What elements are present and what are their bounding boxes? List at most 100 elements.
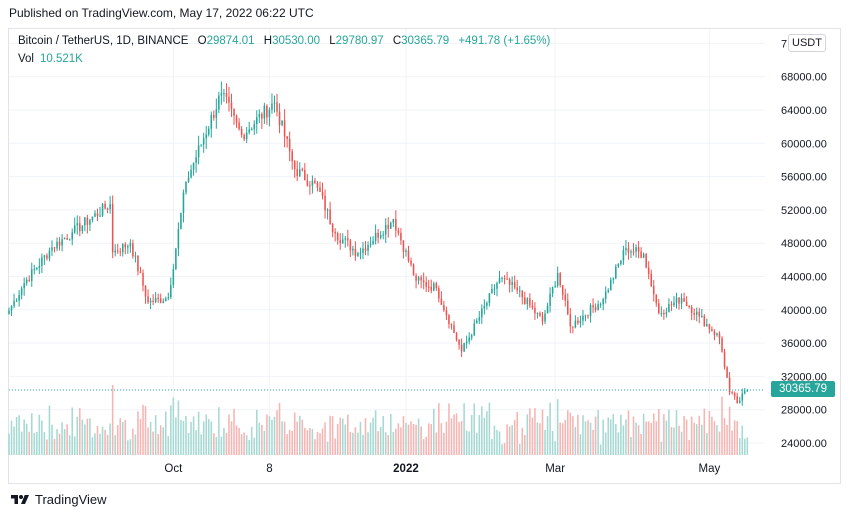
candle-body — [167, 297, 170, 299]
volume-bar — [331, 416, 334, 455]
candle-body — [470, 335, 473, 338]
candle-body — [392, 219, 395, 223]
volume-bar — [81, 419, 84, 455]
candle-body — [498, 278, 501, 284]
volume-bar — [200, 434, 202, 455]
volume-bar — [486, 411, 488, 455]
volume-bar — [564, 419, 567, 455]
candle-body — [175, 248, 177, 270]
candle-body — [61, 239, 63, 246]
volume-bar — [18, 415, 20, 455]
volume-bar — [503, 443, 506, 455]
candle-body — [602, 298, 604, 305]
candle-body — [427, 286, 430, 288]
candle-body — [238, 122, 240, 129]
volume-value: 10.521K — [40, 53, 83, 65]
ohlc-legend: Bitcoin / TetherUS, 1D, BINANCE O29874.0… — [18, 35, 550, 47]
volume-bar — [228, 414, 230, 455]
candle-body — [195, 157, 197, 163]
volume-bar — [513, 419, 516, 455]
candle-body — [339, 240, 342, 244]
candle-body — [283, 120, 286, 137]
candle-body — [597, 304, 599, 310]
candle-body — [645, 254, 647, 268]
currency-button[interactable]: USDT — [788, 34, 826, 52]
volume-bar — [167, 436, 170, 455]
candle-body — [18, 294, 20, 301]
candle-body — [347, 238, 349, 241]
candle-body — [430, 286, 433, 291]
candle-body — [521, 290, 524, 298]
candle-body — [172, 269, 175, 285]
candle-body — [443, 304, 445, 311]
candle-body — [364, 248, 367, 251]
candle-body — [129, 243, 132, 247]
volume-bar — [132, 428, 134, 455]
candle-body — [438, 288, 440, 299]
candle-body — [367, 245, 369, 251]
candle-body — [604, 291, 607, 299]
candle-body — [316, 182, 319, 188]
volume-bar — [321, 428, 324, 455]
candle-body — [395, 219, 397, 231]
candle-body — [58, 241, 61, 246]
volume-bar — [663, 414, 665, 455]
candle-body — [111, 204, 114, 253]
volume-bar — [647, 421, 650, 455]
volume-bar — [253, 437, 256, 455]
candle-body — [192, 162, 195, 170]
volume-bar — [286, 434, 288, 455]
volume-bar — [180, 419, 182, 455]
volume-bar — [164, 411, 167, 455]
volume-bar — [53, 438, 56, 455]
volume-bar — [377, 431, 379, 455]
candle-body — [334, 232, 336, 234]
candle-body — [741, 393, 744, 401]
candle-body — [511, 282, 513, 285]
volume-bar — [508, 426, 511, 455]
candle-body — [374, 232, 377, 241]
candle-body — [407, 250, 410, 261]
candle-body — [566, 300, 569, 315]
candle-body — [402, 240, 405, 252]
candle-body — [688, 306, 690, 308]
volume-bar — [36, 431, 38, 455]
candle-body — [296, 169, 299, 177]
candle-body — [680, 298, 683, 304]
volume-bar — [99, 433, 101, 455]
volume-bar — [225, 432, 228, 455]
candle-body — [336, 233, 339, 241]
volume-bar — [374, 410, 377, 455]
candle-body — [551, 287, 554, 294]
volume-bar — [536, 422, 539, 455]
candle-body — [134, 255, 137, 257]
high-value: 30530.00 — [272, 35, 321, 47]
candle-body — [468, 337, 470, 342]
volume-bar — [733, 420, 736, 455]
candle-body — [63, 238, 66, 240]
candle-body — [379, 235, 382, 238]
y-tick-label: 7 — [781, 38, 787, 50]
candle-body — [43, 255, 46, 258]
volume-bar — [121, 421, 124, 455]
volume-bar — [544, 429, 546, 455]
y-tick-label: 48000.00 — [781, 238, 827, 250]
volume-bar — [559, 422, 561, 455]
candle-body — [678, 297, 680, 304]
volume-bar — [405, 422, 407, 455]
candle-body — [693, 312, 695, 315]
candle-body — [13, 300, 15, 307]
volume-bar — [599, 444, 602, 455]
volume-bar — [415, 424, 417, 455]
volume-bar — [182, 420, 185, 455]
volume-bar — [481, 406, 483, 455]
candle-body — [68, 239, 71, 241]
volume-bar — [518, 443, 521, 455]
candle-body — [306, 180, 309, 186]
volume-bar — [531, 417, 534, 455]
candle-body — [713, 331, 716, 336]
candle-body — [369, 244, 372, 246]
candle-body — [230, 102, 233, 109]
candle-body — [352, 248, 354, 251]
